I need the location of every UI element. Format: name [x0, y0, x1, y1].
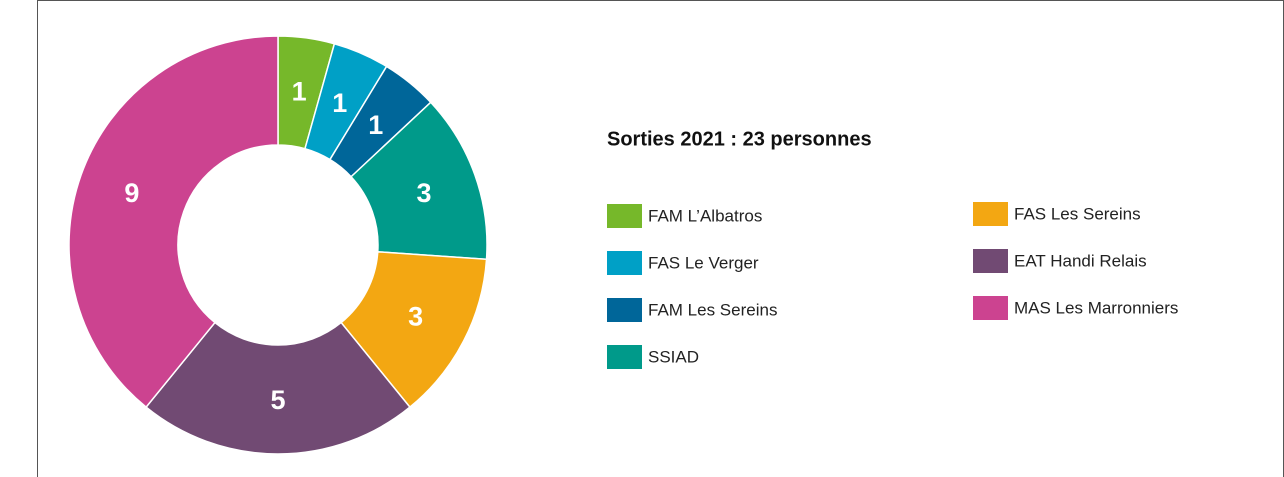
slice — [68, 35, 279, 409]
legend-label: FAS Le Verger — [648, 253, 759, 272]
legend-swatch — [973, 249, 1008, 273]
chart-title: Sorties 2021 : 23 personnes — [607, 128, 872, 150]
legend-label: EAT Handi Relais — [1014, 251, 1147, 270]
data-label: 1 — [332, 88, 347, 118]
slice — [350, 101, 488, 261]
legend-swatch — [973, 296, 1008, 320]
slice — [145, 321, 411, 455]
legend-swatch — [607, 345, 642, 369]
legend-swatch — [607, 204, 642, 228]
legend-swatch — [607, 298, 642, 322]
legend-label: MAS Les Marronniers — [1014, 298, 1178, 317]
legend-swatch — [607, 251, 642, 275]
data-label: 3 — [408, 301, 423, 331]
legend-label: FAM L’Albatros — [648, 206, 762, 225]
data-label: 1 — [368, 110, 383, 140]
legend-swatch — [973, 202, 1008, 226]
data-label: 1 — [292, 77, 307, 107]
data-label: 3 — [417, 178, 432, 208]
legend-label: SSIAD — [648, 347, 699, 366]
legend-label: FAS Les Sereins — [1014, 204, 1141, 223]
legend-label: FAM Les Sereins — [648, 300, 777, 319]
slice — [340, 251, 488, 409]
data-label: 5 — [270, 385, 285, 415]
data-label: 9 — [124, 178, 139, 208]
